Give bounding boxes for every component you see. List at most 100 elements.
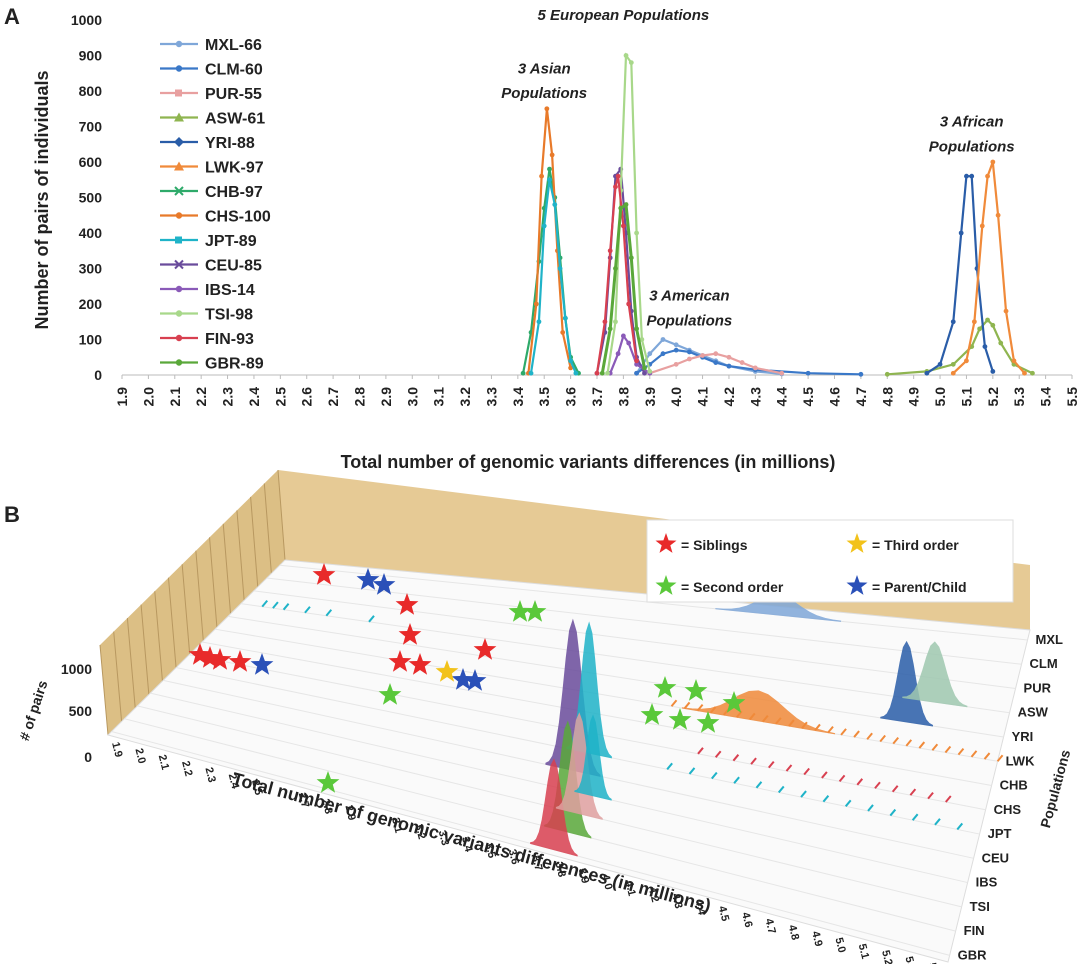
- data-point-asw-61: [998, 340, 1004, 346]
- data-point-lwk-97: [995, 212, 1001, 218]
- data-point-jpt-89: [536, 319, 542, 325]
- data-point-fin-93: [615, 173, 621, 179]
- ridge-asw: [902, 641, 968, 708]
- data-point-gbr-89: [642, 365, 647, 371]
- data-point-pur-55: [752, 365, 758, 371]
- data-point-jpt-89: [547, 177, 552, 183]
- rug-tick: [733, 776, 740, 784]
- population-label-chb: CHB: [1000, 778, 1028, 793]
- panel-b-x-tick-5-1: 5.1: [856, 943, 871, 961]
- rug-tick: [956, 822, 964, 831]
- data-point-jpt-89: [573, 370, 579, 376]
- rug-tick: [777, 785, 785, 794]
- panel-a-y-tick-900: 900: [79, 48, 103, 64]
- panel-b-x-tick-4-0: 4.0: [599, 873, 614, 891]
- data-point-chs-100: [549, 152, 555, 158]
- panel-a-series: [520, 52, 1035, 377]
- wall-line: [167, 577, 177, 668]
- panel-b-x-tick-2-3: 2.3: [202, 766, 217, 784]
- panel-a-x-tick-2.4: 2.4: [246, 387, 262, 407]
- siblings-star: [228, 650, 252, 672]
- legend-label-parent-child: = Parent/Child: [872, 579, 967, 595]
- panel-b-x-tick-5-0: 5.0: [832, 936, 847, 954]
- wall-line: [113, 631, 123, 722]
- second-order-star: [378, 683, 402, 705]
- data-point-fin-93: [634, 358, 639, 364]
- data-point-yri-88: [958, 230, 964, 236]
- second-order-star: [523, 600, 547, 622]
- panel-b-populations-label: Populations: [1037, 748, 1073, 830]
- wall-line: [154, 591, 163, 682]
- panel-b-x-tick-4-8: 4.8: [786, 924, 801, 942]
- data-point-jpt-89: [562, 315, 568, 321]
- legend-label-chs-100: CHS-100: [205, 209, 271, 226]
- data-point-tsi-98: [628, 60, 634, 65]
- rug-tick: [670, 699, 678, 707]
- panel-a-annotation: 3 Asian: [518, 60, 571, 77]
- rug-tick: [801, 721, 808, 729]
- wall-line: [277, 469, 286, 561]
- rug-tick: [696, 703, 704, 712]
- rug-tick: [844, 799, 852, 807]
- data-point-jpt-89: [528, 370, 534, 376]
- data-point-fin-93: [613, 184, 618, 190]
- data-point-tsi-98: [634, 230, 639, 236]
- data-point-ibs-14: [626, 340, 632, 346]
- wall-line: [126, 618, 136, 709]
- legend-marker: [174, 137, 184, 147]
- legend-label-lwk-97: LWK-97: [205, 160, 264, 177]
- panel-a-x-tick-5.1: 5.1: [958, 387, 974, 407]
- panel-b-x-tick-3-8: 3.8: [552, 861, 567, 879]
- panel-b-x-tick-3-2: 3.2: [412, 823, 427, 841]
- data-point-yri-88: [969, 173, 975, 179]
- population-label-pur: PUR: [1024, 680, 1052, 695]
- data-point-tsi-98: [605, 370, 610, 376]
- panel-a-annotation: Populations: [501, 85, 587, 102]
- panel-a-x-tick-2.8: 2.8: [352, 387, 368, 407]
- panel-a-annotation: 5 European Populations: [538, 7, 710, 24]
- population-gridline: [253, 590, 1016, 689]
- data-point-mxl-66: [673, 342, 679, 348]
- rug-tick: [853, 730, 860, 738]
- legend-marker: [174, 259, 184, 270]
- panel-a-x-tick-3.3: 3.3: [483, 387, 499, 407]
- legend-label-fin-93: FIN-93: [205, 331, 254, 348]
- data-point-gbr-89: [599, 370, 605, 376]
- series-line-lwk-97: [952, 161, 1026, 374]
- panel-a-y-axis-label: Number of pairs of individuals: [32, 70, 52, 329]
- data-point-lwk-97: [1022, 370, 1027, 376]
- data-point-lwk-97: [1011, 358, 1017, 364]
- rug-tick: [768, 760, 775, 769]
- rug-tick: [748, 712, 756, 721]
- rug-tick: [944, 745, 952, 754]
- rug-tick: [272, 601, 279, 609]
- panel-a-x-tick-4.5: 4.5: [800, 387, 816, 407]
- panel-a-x-tick-4.2: 4.2: [721, 387, 737, 407]
- panel-b-x-tick-3-6: 3.6: [506, 848, 521, 866]
- rug-tick: [891, 785, 899, 793]
- data-point-ibs-14: [615, 351, 621, 357]
- panel-a-x-tick-5.2: 5.2: [985, 387, 1001, 407]
- data-point-gbr-89: [613, 266, 618, 271]
- rug-tick: [325, 609, 333, 617]
- panel-a-x-tick-3.1: 3.1: [431, 387, 447, 407]
- data-point-clm-60: [673, 347, 679, 353]
- legend-marker: [174, 186, 184, 196]
- legend-label-ibs-14: IBS-14: [205, 282, 255, 299]
- population-label-fin: FIN: [964, 923, 985, 938]
- panel-a-annotation: Populations: [929, 138, 1015, 155]
- panel-a-y-tick-300: 300: [79, 261, 103, 277]
- panel-a-y-tick-400: 400: [79, 225, 103, 241]
- data-point-tsi-98: [639, 337, 645, 342]
- panel-a-tick-labels: 0 100 200 300 400 500 600 700 800 900 1000 1.9 2.0 2.…: [71, 12, 1080, 406]
- rug-tick: [711, 771, 718, 780]
- rug-tick: [931, 743, 939, 751]
- panel-a-x-tick-5.3: 5.3: [1011, 387, 1027, 407]
- panel-b-x-tick-2-4: 2.4: [226, 772, 242, 791]
- panel-a-y-tick-100: 100: [79, 332, 103, 348]
- population-label-ibs: IBS: [976, 875, 998, 890]
- panel-b-x-tick-4-5: 4.5: [716, 905, 731, 923]
- rug-tick: [927, 791, 934, 800]
- data-point-pur-55: [726, 354, 732, 360]
- panel-a-x-tick-5.5: 5.5: [1064, 387, 1080, 407]
